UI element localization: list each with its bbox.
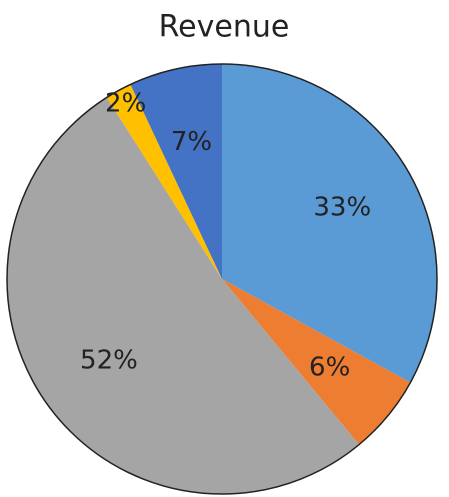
pie-slice — [106, 84, 222, 279]
pie-outline — [6, 63, 438, 495]
chart-title: Revenue — [159, 10, 290, 45]
pie-slice — [222, 64, 437, 383]
data-label: 2% — [105, 88, 146, 118]
pie-slice — [130, 64, 222, 279]
data-label: 52% — [80, 346, 138, 376]
data-label: 33% — [313, 192, 371, 222]
data-label: 7% — [171, 127, 212, 157]
pie-slice — [222, 279, 411, 445]
pie-slice — [7, 97, 360, 495]
data-label: 6% — [309, 353, 350, 383]
